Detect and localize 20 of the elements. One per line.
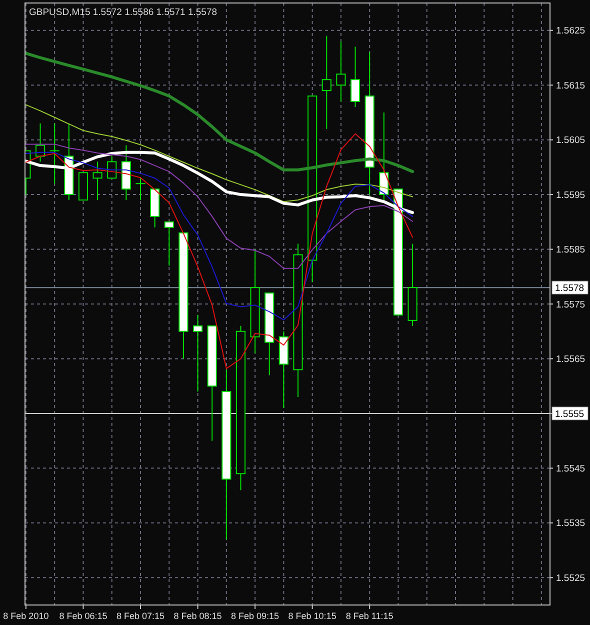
y-tick-label: 1.5545 <box>556 464 586 475</box>
y-tick-label: 1.5525 <box>556 572 586 584</box>
x-tick-label: 8 Feb 08:15 <box>174 611 222 621</box>
x-tick-label: 8 Feb 06:15 <box>59 611 108 621</box>
y-tick-label: 1.5585 <box>556 244 586 256</box>
ref-line-label: 1.5555 <box>555 408 584 420</box>
x-tick-label: 8 Feb 07:15 <box>116 611 165 621</box>
x-tick-label: 8 Feb 11:15 <box>346 611 394 621</box>
x-tick-label: 8 Feb 2010 <box>3 611 49 621</box>
y-tick-label: 1.5605 <box>556 135 586 146</box>
y-tick-label: 1.5615 <box>556 80 586 92</box>
y-tick-label: 1.5625 <box>556 26 586 37</box>
ref-line-label: 1.5578 <box>555 282 584 294</box>
x-tick-label: 8 Feb 10:15 <box>288 611 336 621</box>
y-tick-label: 1.5565 <box>556 354 586 366</box>
x-tick-label: 8 Feb 09:15 <box>231 611 280 621</box>
y-tick-label: 1.5575 <box>556 299 586 310</box>
y-tick-label: 1.5595 <box>556 190 586 201</box>
chart-title: GBPUSD,M15 1.5572 1.5586 1.5571 1.5578 <box>29 7 218 18</box>
y-tick-label: 1.5535 <box>556 518 586 530</box>
